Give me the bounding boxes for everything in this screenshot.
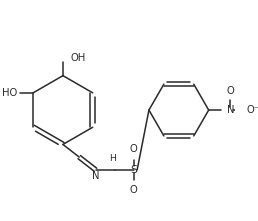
Text: O: O <box>227 86 234 97</box>
Text: O⁻: O⁻ <box>247 105 258 115</box>
Text: S: S <box>130 165 137 175</box>
Text: N: N <box>92 171 99 181</box>
Text: H: H <box>109 154 116 163</box>
Text: N: N <box>227 105 234 115</box>
Text: OH: OH <box>70 53 85 63</box>
Text: O: O <box>130 144 138 154</box>
Text: HO: HO <box>3 88 18 98</box>
Text: O: O <box>130 185 138 195</box>
